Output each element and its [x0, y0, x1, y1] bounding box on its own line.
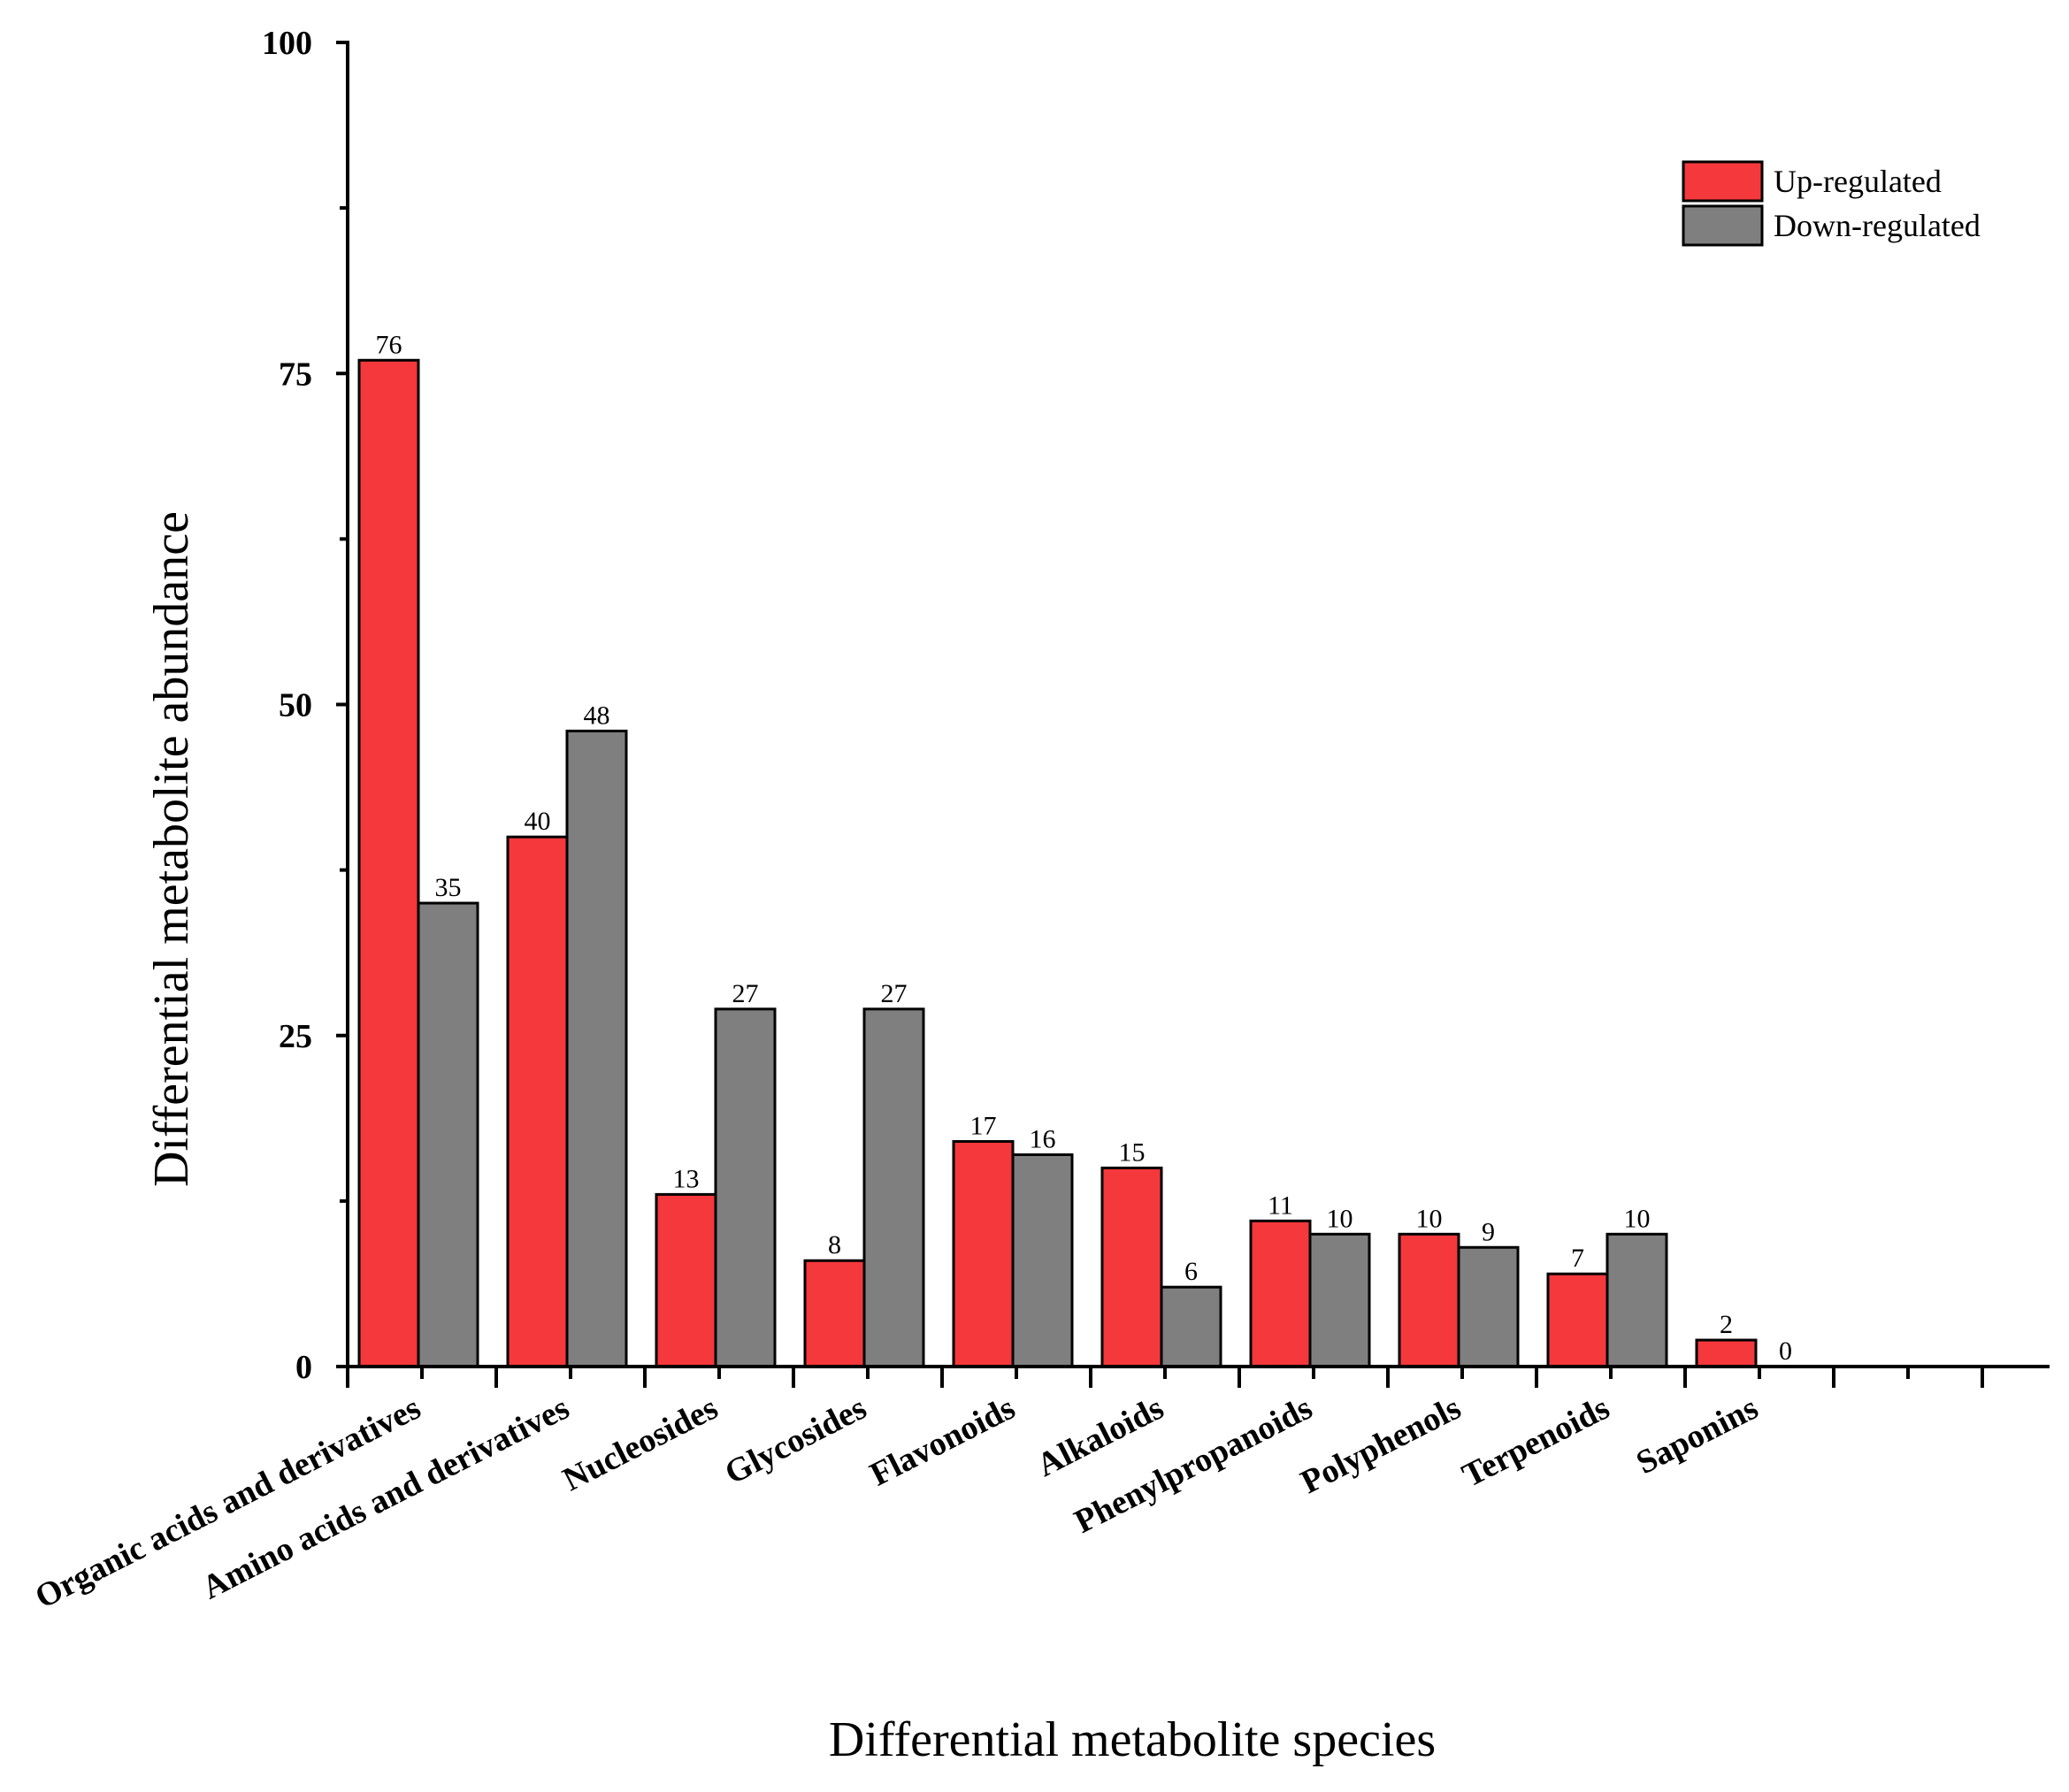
bar-down-regulated-polyphenols: [1457, 1245, 1520, 1368]
bar-up-regulated-flavonoids: [952, 1140, 1015, 1368]
x-tick-label-glycosides: Glycosides: [719, 1390, 872, 1492]
bar-up-regulated-polyphenols: [1398, 1232, 1460, 1368]
data-label-down-regulated-polyphenols: 9: [1482, 1217, 1495, 1246]
data-labels-layer: 76 35 40 48 13 27 8 27 17 16 15 6 11 10 10 9 7 10 2 0: [376, 330, 1793, 1366]
bar-up-regulated-nucleosides: [655, 1192, 717, 1368]
bars-layer: [357, 358, 1758, 1368]
bar-down-regulated-terpenoids: [1605, 1232, 1668, 1368]
data-label-up-regulated-terpenoids: 7: [1571, 1244, 1584, 1273]
y-tick-label: 75: [279, 356, 312, 393]
bar-up-regulated-glycosides: [803, 1259, 866, 1368]
bar-down-regulated-flavonoids: [1011, 1153, 1074, 1368]
data-label-up-regulated-organic-acids-and-derivatives: 76: [376, 330, 402, 359]
x-tick-label-terpenoids: Terpenoids: [1456, 1390, 1615, 1495]
data-label-up-regulated-saponins: 2: [1720, 1310, 1733, 1339]
x-axis-title: Differential metabolite species: [829, 1712, 1436, 1767]
legend-swatch-down-regulated: [1682, 204, 1764, 247]
data-label-up-regulated-nucleosides: 13: [673, 1164, 700, 1193]
legend-swatch-up-regulated: [1682, 160, 1764, 203]
bar-up-regulated-phenylpropanoids: [1249, 1219, 1312, 1368]
bar-up-regulated-terpenoids: [1546, 1272, 1609, 1368]
y-tick-label: 0: [295, 1349, 312, 1386]
bar-up-regulated-alkaloids: [1100, 1166, 1163, 1368]
data-label-down-regulated-nucleosides: 27: [732, 979, 759, 1008]
bar-down-regulated-nucleosides: [714, 1007, 777, 1368]
data-label-down-regulated-terpenoids: 10: [1624, 1204, 1651, 1233]
data-label-down-regulated-saponins: 0: [1779, 1336, 1792, 1366]
legend-label-down-regulated: Down-regulated: [1774, 208, 1981, 243]
x-tick-label-nucleosides: Nucleosides: [557, 1390, 724, 1499]
data-label-up-regulated-polyphenols: 10: [1416, 1204, 1443, 1233]
data-label-down-regulated-organic-acids-and-derivatives: 35: [435, 873, 462, 902]
bar-down-regulated-phenylpropanoids: [1308, 1232, 1371, 1368]
data-label-down-regulated-phenylpropanoids: 10: [1327, 1204, 1353, 1233]
bar-down-regulated-organic-acids-and-derivatives: [417, 901, 479, 1368]
data-label-down-regulated-glycosides: 27: [881, 979, 908, 1008]
y-tick-label: 100: [262, 25, 312, 62]
data-label-down-regulated-flavonoids: 16: [1030, 1124, 1056, 1153]
bar-up-regulated-organic-acids-and-derivatives: [357, 358, 420, 1368]
x-tick-label-saponins: Saponins: [1630, 1390, 1764, 1482]
data-label-up-regulated-amino-acids-and-derivatives: 40: [525, 807, 551, 836]
y-axis-title: Differential metabolite abundance: [144, 511, 199, 1187]
bar-up-regulated-saponins: [1695, 1338, 1758, 1368]
data-label-up-regulated-phenylpropanoids: 11: [1268, 1191, 1293, 1220]
y-tick-label: 50: [279, 687, 312, 724]
legend-label-up-regulated: Up-regulated: [1774, 164, 1942, 199]
legend: Up-regulated Down-regulated: [1682, 160, 1981, 247]
bar-down-regulated-glycosides: [862, 1007, 925, 1368]
bar-down-regulated-amino-acids-and-derivatives: [565, 729, 628, 1368]
data-label-up-regulated-flavonoids: 17: [970, 1112, 997, 1141]
bar-down-regulated-alkaloids: [1160, 1285, 1222, 1368]
y-tick-label: 25: [279, 1018, 312, 1055]
data-label-up-regulated-glycosides: 8: [828, 1230, 841, 1260]
bar-up-regulated-amino-acids-and-derivatives: [506, 835, 569, 1368]
data-label-down-regulated-alkaloids: 6: [1184, 1257, 1198, 1286]
data-label-up-regulated-alkaloids: 15: [1119, 1137, 1146, 1167]
x-tick-label-polyphenols: Polyphenols: [1295, 1390, 1467, 1502]
x-tick-label-flavonoids: Flavonoids: [864, 1390, 1021, 1494]
data-label-down-regulated-amino-acids-and-derivatives: 48: [584, 701, 610, 730]
